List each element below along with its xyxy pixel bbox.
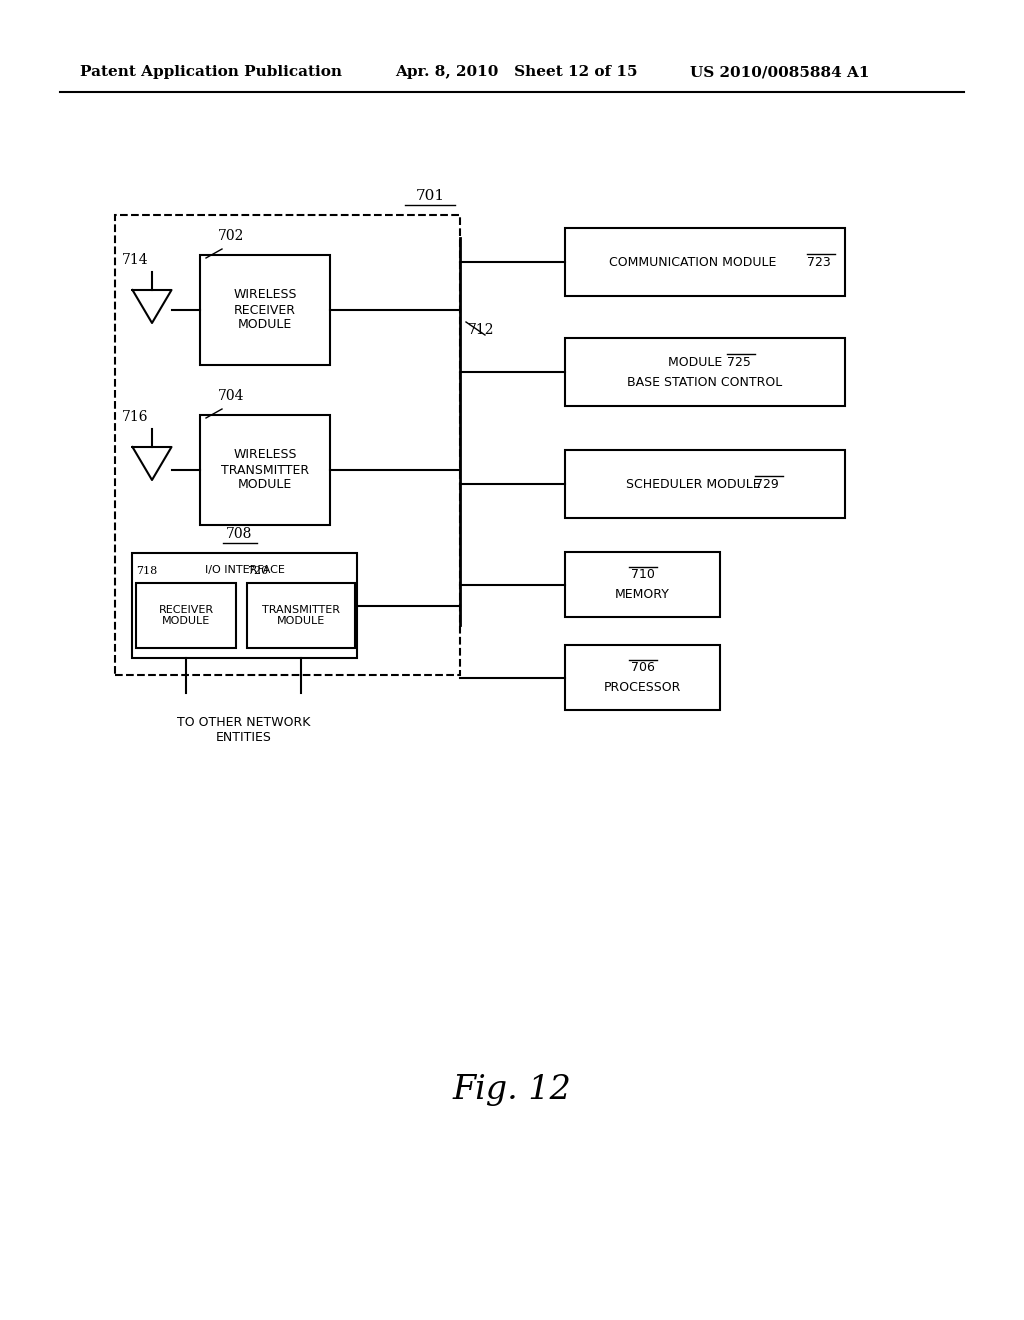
Text: WIRELESS
RECEIVER
MODULE: WIRELESS RECEIVER MODULE	[233, 289, 297, 331]
FancyBboxPatch shape	[565, 450, 845, 517]
Text: 729: 729	[755, 478, 778, 491]
Text: 708: 708	[226, 527, 253, 541]
Text: BASE STATION CONTROL: BASE STATION CONTROL	[628, 375, 782, 388]
FancyBboxPatch shape	[200, 255, 330, 366]
Text: 710: 710	[631, 568, 654, 581]
Text: SCHEDULER MODULE: SCHEDULER MODULE	[626, 478, 764, 491]
Text: WIRELESS
TRANSMITTER
MODULE: WIRELESS TRANSMITTER MODULE	[221, 449, 309, 491]
Text: 718: 718	[136, 566, 158, 576]
Text: 702: 702	[218, 228, 245, 243]
Text: PROCESSOR: PROCESSOR	[604, 681, 681, 694]
Text: RECEIVER
MODULE: RECEIVER MODULE	[159, 605, 214, 626]
Text: 706: 706	[631, 661, 654, 675]
Text: 712: 712	[468, 323, 495, 337]
Text: TRANSMITTER
MODULE: TRANSMITTER MODULE	[261, 605, 340, 626]
Text: MODULE: MODULE	[668, 355, 726, 368]
FancyBboxPatch shape	[136, 583, 236, 648]
Text: MEMORY: MEMORY	[615, 587, 670, 601]
Text: 714: 714	[122, 253, 148, 267]
Text: 704: 704	[218, 389, 245, 403]
Text: I/O INTERFACE: I/O INTERFACE	[205, 565, 285, 576]
Text: TO OTHER NETWORK
ENTITIES: TO OTHER NETWORK ENTITIES	[176, 715, 310, 744]
Text: Patent Application Publication: Patent Application Publication	[80, 65, 342, 79]
Text: US 2010/0085884 A1: US 2010/0085884 A1	[690, 65, 869, 79]
Text: Fig. 12: Fig. 12	[453, 1074, 571, 1106]
FancyBboxPatch shape	[200, 414, 330, 525]
FancyBboxPatch shape	[247, 583, 354, 648]
FancyBboxPatch shape	[565, 338, 845, 407]
FancyBboxPatch shape	[132, 553, 357, 657]
Text: 720: 720	[248, 566, 268, 576]
FancyBboxPatch shape	[565, 552, 720, 616]
Text: 723: 723	[807, 256, 830, 268]
Text: Apr. 8, 2010   Sheet 12 of 15: Apr. 8, 2010 Sheet 12 of 15	[395, 65, 638, 79]
Text: COMMUNICATION MODULE: COMMUNICATION MODULE	[609, 256, 780, 268]
Text: 725: 725	[727, 355, 751, 368]
FancyBboxPatch shape	[565, 228, 845, 296]
Text: 716: 716	[122, 411, 148, 424]
FancyBboxPatch shape	[565, 645, 720, 710]
Text: 701: 701	[416, 189, 444, 203]
